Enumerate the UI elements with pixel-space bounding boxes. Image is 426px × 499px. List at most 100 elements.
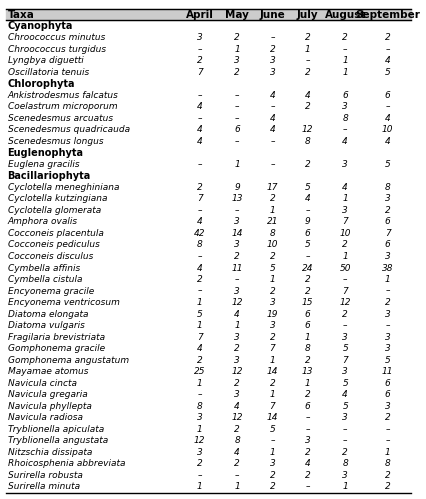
Text: 7: 7 bbox=[196, 195, 202, 204]
Text: 1: 1 bbox=[269, 275, 275, 284]
Text: –: – bbox=[197, 286, 201, 295]
Text: 4: 4 bbox=[384, 56, 390, 65]
Text: 4: 4 bbox=[269, 125, 275, 134]
Text: 3: 3 bbox=[384, 333, 390, 342]
Text: 4: 4 bbox=[304, 460, 310, 469]
Text: 8: 8 bbox=[384, 183, 390, 192]
Text: 4: 4 bbox=[342, 137, 347, 146]
Text: –: – bbox=[305, 413, 309, 422]
Text: Gomphonema angustatum: Gomphonema angustatum bbox=[8, 356, 128, 365]
Text: 6: 6 bbox=[234, 125, 239, 134]
Text: 3: 3 bbox=[196, 413, 202, 422]
Text: 1: 1 bbox=[342, 195, 347, 204]
Text: 3: 3 bbox=[342, 333, 347, 342]
Text: 2: 2 bbox=[269, 286, 275, 295]
Text: 9: 9 bbox=[234, 183, 239, 192]
Text: –: – bbox=[305, 252, 309, 261]
Text: 6: 6 bbox=[304, 229, 310, 238]
Text: –: – bbox=[197, 390, 201, 399]
Text: 1: 1 bbox=[234, 160, 239, 169]
Text: Chlorophyta: Chlorophyta bbox=[8, 79, 75, 89]
Text: –: – bbox=[305, 483, 309, 492]
Text: 2: 2 bbox=[269, 195, 275, 204]
Text: 3: 3 bbox=[342, 102, 347, 111]
Text: 12: 12 bbox=[339, 298, 350, 307]
Text: –: – bbox=[234, 114, 239, 123]
Text: 1: 1 bbox=[196, 425, 202, 434]
Text: Rhoicosphenia abbreviata: Rhoicosphenia abbreviata bbox=[8, 460, 125, 469]
Text: Gomphonema gracile: Gomphonema gracile bbox=[8, 344, 104, 353]
Text: Surirella minuta: Surirella minuta bbox=[8, 483, 80, 492]
Text: Encyonema ventricosum: Encyonema ventricosum bbox=[8, 298, 119, 307]
Text: 2: 2 bbox=[342, 241, 347, 250]
Text: –: – bbox=[342, 275, 347, 284]
Text: 8: 8 bbox=[304, 137, 310, 146]
Text: 1: 1 bbox=[196, 483, 202, 492]
Text: 42: 42 bbox=[193, 229, 205, 238]
Text: Cocconeis placentula: Cocconeis placentula bbox=[8, 229, 103, 238]
Text: Taxa: Taxa bbox=[8, 9, 35, 19]
Text: 1: 1 bbox=[196, 379, 202, 388]
Text: 3: 3 bbox=[342, 367, 347, 376]
Text: 4: 4 bbox=[196, 263, 202, 272]
Text: Fragilaria brevistriata: Fragilaria brevistriata bbox=[8, 333, 104, 342]
Text: 3: 3 bbox=[269, 460, 275, 469]
Text: Ankistrodesmus falcatus: Ankistrodesmus falcatus bbox=[8, 91, 118, 100]
Text: September: September bbox=[354, 9, 419, 19]
Text: –: – bbox=[270, 436, 274, 445]
Text: 15: 15 bbox=[301, 298, 313, 307]
Text: 2: 2 bbox=[304, 390, 310, 399]
Text: Cyanophyta: Cyanophyta bbox=[8, 21, 73, 31]
Text: –: – bbox=[234, 206, 239, 215]
Text: 1: 1 bbox=[196, 321, 202, 330]
Text: 14: 14 bbox=[266, 413, 278, 422]
Text: 2: 2 bbox=[196, 183, 202, 192]
Text: 2: 2 bbox=[269, 483, 275, 492]
Text: Mayamae atomus: Mayamae atomus bbox=[8, 367, 88, 376]
Text: Lyngbya diguetti: Lyngbya diguetti bbox=[8, 56, 83, 65]
Text: 2: 2 bbox=[304, 33, 310, 42]
Text: 1: 1 bbox=[384, 275, 390, 284]
Text: 2: 2 bbox=[304, 160, 310, 169]
Text: 5: 5 bbox=[196, 309, 202, 318]
Text: 3: 3 bbox=[234, 356, 239, 365]
Text: –: – bbox=[234, 471, 239, 480]
Text: July: July bbox=[296, 9, 318, 19]
Text: June: June bbox=[259, 9, 285, 19]
Text: Navicula gregaria: Navicula gregaria bbox=[8, 390, 87, 399]
Text: 7: 7 bbox=[342, 356, 347, 365]
Text: 2: 2 bbox=[196, 56, 202, 65]
Text: 3: 3 bbox=[384, 309, 390, 318]
Text: –: – bbox=[234, 102, 239, 111]
Text: 3: 3 bbox=[384, 195, 390, 204]
Text: –: – bbox=[197, 206, 201, 215]
Text: 5: 5 bbox=[304, 241, 310, 250]
Text: Bacillariophyta: Bacillariophyta bbox=[8, 171, 91, 181]
Text: Cyclotella meneghiniana: Cyclotella meneghiniana bbox=[8, 183, 119, 192]
Text: 8: 8 bbox=[384, 460, 390, 469]
Text: 3: 3 bbox=[269, 298, 275, 307]
Text: 5: 5 bbox=[384, 160, 390, 169]
Text: 3: 3 bbox=[234, 390, 239, 399]
Text: –: – bbox=[305, 56, 309, 65]
Text: 6: 6 bbox=[384, 218, 390, 227]
Text: 2: 2 bbox=[384, 33, 390, 42]
Text: 2: 2 bbox=[342, 309, 347, 318]
Text: 8: 8 bbox=[342, 460, 347, 469]
Text: Amphora ovalis: Amphora ovalis bbox=[8, 218, 78, 227]
Text: 3: 3 bbox=[342, 160, 347, 169]
Text: Diatoma vulgaris: Diatoma vulgaris bbox=[8, 321, 84, 330]
Text: 5: 5 bbox=[384, 356, 390, 365]
Text: 2: 2 bbox=[234, 33, 239, 42]
Text: 4: 4 bbox=[234, 402, 239, 411]
Text: –: – bbox=[234, 137, 239, 146]
Text: 10: 10 bbox=[266, 241, 278, 250]
Text: 1: 1 bbox=[304, 44, 310, 54]
Text: Chroococcus minutus: Chroococcus minutus bbox=[8, 33, 105, 42]
Text: –: – bbox=[385, 321, 389, 330]
Text: 3: 3 bbox=[384, 344, 390, 353]
Text: 6: 6 bbox=[384, 390, 390, 399]
Text: 8: 8 bbox=[342, 114, 347, 123]
Text: Diatoma elongata: Diatoma elongata bbox=[8, 309, 88, 318]
Text: 2: 2 bbox=[234, 425, 239, 434]
